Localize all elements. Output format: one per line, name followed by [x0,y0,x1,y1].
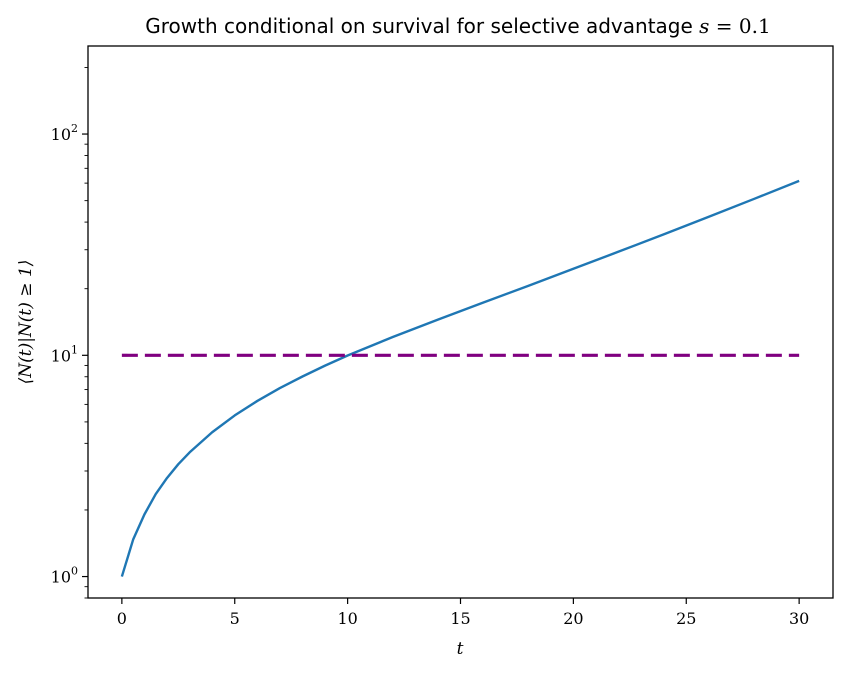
chart-title-text: Growth conditional on survival for selec… [145,14,699,38]
chart-title: Growth conditional on survival for selec… [145,14,770,38]
plot-lines [120,179,800,577]
chart-title-equals: = [709,14,738,38]
x-tick-label: 20 [563,609,583,628]
y-axis-minor-ticks [84,66,88,599]
y-tick-label: 102 [51,122,78,144]
y-tick-label: 100 [51,565,78,587]
y-tick-label: 101 [51,343,78,365]
y-axis-ticks: 100 101 102 [51,122,88,587]
x-tick-label: 10 [337,609,357,628]
chart-title-value: 0.1 [739,14,771,38]
x-tick-label: 5 [230,609,240,628]
x-tick-label: 25 [676,609,696,628]
y-axis-label: ⟨N(t)|N(t) ≥ 1⟩ [16,260,36,385]
x-tick-label: 0 [117,609,127,628]
x-axis-label: t [457,639,464,659]
chart-title-variable: s [699,14,709,38]
x-axis-ticks: 0 5 10 15 20 25 30 [117,598,809,628]
solid-series-line [120,179,800,577]
x-tick-label: 30 [789,609,809,628]
x-tick-label: 15 [450,609,470,628]
